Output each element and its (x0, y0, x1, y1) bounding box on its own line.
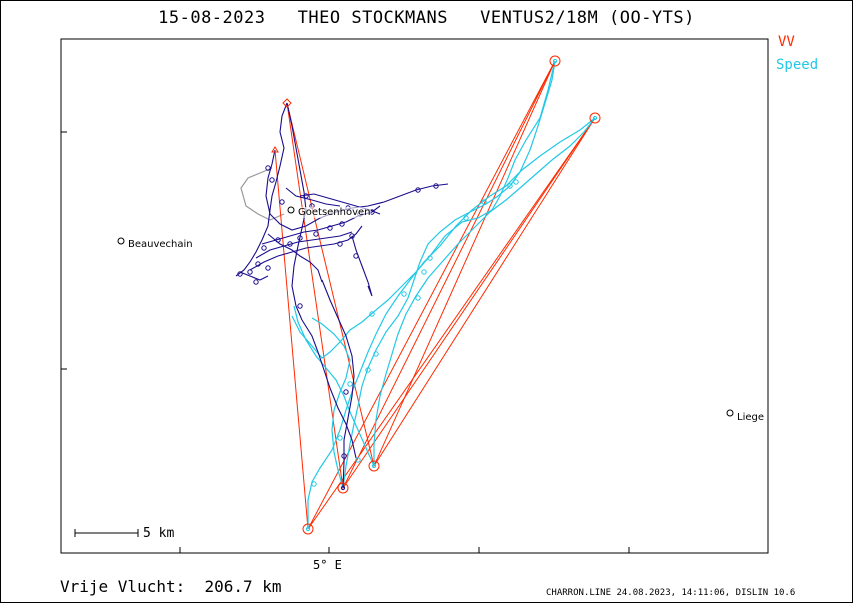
task-line (342, 117, 596, 489)
distance-text: Vrije Vlucht: 206.7 km (60, 577, 282, 596)
turnpoint-marker (302, 523, 314, 535)
thermal-marker (261, 245, 267, 251)
thermal-marker (353, 253, 359, 259)
legend-vv: VV (778, 34, 795, 50)
city-marker-liege (726, 409, 734, 417)
turnpoint-marker (337, 482, 349, 494)
thermal-marker (463, 215, 469, 221)
thermal-marker (401, 291, 407, 297)
thermal-marker (507, 183, 513, 189)
thermal-marker (311, 481, 317, 487)
thermal-marker (297, 235, 303, 241)
thermal-marker (313, 231, 319, 237)
page-title: 15-08-2023 THEO STOCKMANS VENTUS2/18M (O… (158, 8, 695, 28)
x-tick-label: 5° E (313, 558, 342, 572)
thermal-marker (337, 435, 343, 441)
thermal-marker (369, 311, 375, 317)
map-frame (60, 38, 769, 554)
thermal-marker (341, 453, 347, 459)
thermal-marker (355, 457, 361, 463)
turnpoints (271, 55, 601, 535)
thermal-marker (347, 381, 353, 387)
thermal-markers-speed (311, 179, 519, 487)
thermal-marker (513, 179, 519, 185)
thermal-marker (481, 199, 487, 205)
climb-track (235, 102, 449, 489)
thermal-marker (279, 199, 285, 205)
turnpoint-marker (589, 112, 601, 124)
track-segment-grey (240, 167, 285, 221)
thermal-marker (265, 265, 271, 271)
thermal-marker (327, 225, 333, 231)
thermal-marker (253, 279, 259, 285)
thermal-marker (343, 389, 349, 395)
thermal-marker (269, 177, 275, 183)
thermal-marker (349, 233, 355, 239)
thermal-marker (421, 269, 427, 275)
turnpoint-center (371, 463, 377, 469)
thermal-marker (339, 221, 345, 227)
task-line (373, 60, 556, 467)
turnpoint-center (592, 115, 598, 121)
thermal-marker (297, 303, 303, 309)
task-line (286, 60, 596, 530)
city-label-beauvechain: Beauvechain (128, 239, 193, 250)
scale-bar (74, 529, 139, 537)
thermal-marker (415, 295, 421, 301)
thermal-marker (247, 269, 253, 275)
start-marker (282, 98, 292, 108)
city-label-goetsenhoven: Goetsenhoven (298, 207, 371, 218)
thermal-marker (303, 193, 309, 199)
turnpoint-marker (549, 55, 561, 67)
turnpoint-center (305, 526, 311, 532)
thermal-marker (275, 237, 281, 243)
task-lines (274, 60, 596, 530)
thermal-marker (255, 261, 261, 267)
turnpoint-center (552, 58, 558, 64)
thermal-marker (427, 255, 433, 261)
thermal-marker (265, 165, 271, 171)
thermal-marker (287, 241, 293, 247)
city-label-liege: Liege (737, 412, 765, 423)
thermal-marker (433, 183, 439, 189)
task-line (274, 149, 309, 530)
legend-speed: Speed (776, 57, 819, 73)
finish-marker (271, 146, 279, 153)
thermal-marker (415, 187, 421, 193)
thermal-marker (237, 271, 243, 277)
thermal-marker (373, 351, 379, 357)
turnpoint-center (340, 485, 346, 491)
speed-track (291, 60, 596, 529)
city-marker-beauvechain (117, 237, 125, 245)
city-marker-goetsenhoven (287, 206, 295, 214)
thermal-marker (365, 367, 371, 373)
thermal-marker (337, 241, 343, 247)
city-markers (117, 206, 734, 417)
credits-text: CHARRON.LINE 24.08.2023, 14:11:06, DISLI… (546, 588, 796, 598)
scale-label: 5 km (143, 526, 175, 541)
turnpoint-marker (368, 460, 380, 472)
